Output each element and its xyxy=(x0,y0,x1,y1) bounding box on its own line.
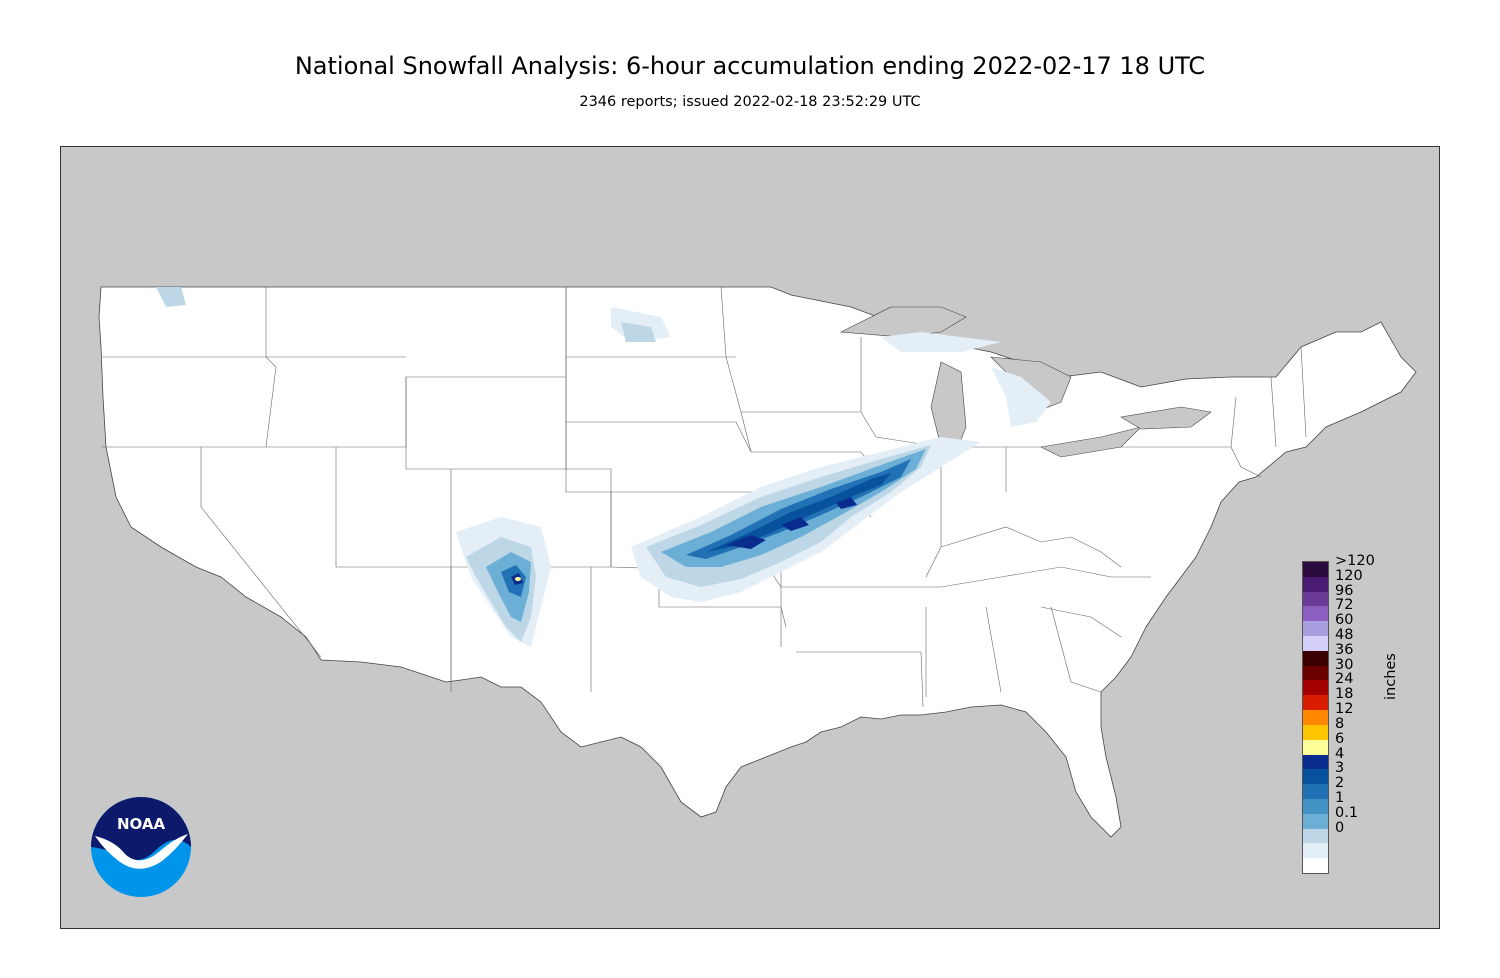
legend-label: 72 xyxy=(1335,597,1354,614)
legend-swatch xyxy=(1303,828,1328,844)
legend-swatch xyxy=(1303,591,1328,607)
legend-swatch xyxy=(1303,695,1328,711)
noaa-logo-svg: NOAA xyxy=(91,797,191,897)
legend-swatch xyxy=(1303,680,1328,696)
legend-label: 2 xyxy=(1335,775,1345,792)
legend-swatch xyxy=(1303,636,1328,652)
legend-label: 60 xyxy=(1335,612,1354,629)
legend-label: 0 xyxy=(1335,819,1345,836)
noaa-logo: NOAA xyxy=(90,796,192,898)
legend-swatch xyxy=(1303,858,1328,874)
legend-swatch xyxy=(1303,784,1328,800)
legend-label: 18 xyxy=(1335,686,1354,703)
legend-label: 3 xyxy=(1335,760,1345,777)
legend-swatch xyxy=(1303,710,1328,726)
legend-label: 6 xyxy=(1335,730,1345,747)
legend-swatch xyxy=(1303,621,1328,637)
legend-swatch xyxy=(1303,769,1328,785)
legend-label: 24 xyxy=(1335,671,1354,688)
legend-swatch xyxy=(1303,665,1328,681)
legend-label: 1 xyxy=(1335,789,1345,806)
legend-swatch xyxy=(1303,739,1328,755)
legend-label: 96 xyxy=(1335,582,1354,599)
legend-label: 30 xyxy=(1335,656,1354,673)
map-subtitle: 2346 reports; issued 2022-02-18 23:52:29… xyxy=(579,94,921,110)
legend-unit-label: inches xyxy=(1383,653,1399,700)
map-title: National Snowfall Analysis: 6-hour accum… xyxy=(294,52,1206,80)
great-lakes xyxy=(839,306,1212,458)
legend-swatch xyxy=(1303,724,1328,741)
noaa-logo-text: NOAA xyxy=(117,815,166,833)
legend-label: 4 xyxy=(1335,745,1345,762)
legend-label: >120 xyxy=(1335,553,1375,569)
legend-label: 120 xyxy=(1335,567,1363,584)
legend-label: 12 xyxy=(1335,701,1354,718)
color-legend xyxy=(1302,561,1329,874)
snowfall-map xyxy=(60,146,1440,929)
legend-label: 36 xyxy=(1335,641,1354,658)
legend-label: 48 xyxy=(1335,627,1354,644)
legend-swatch xyxy=(1303,650,1328,667)
legend-swatch xyxy=(1303,562,1328,578)
state-boundaries xyxy=(101,286,1307,708)
snowfall-peak xyxy=(515,577,521,581)
legend-swatch xyxy=(1303,843,1328,859)
legend-swatch xyxy=(1303,798,1328,815)
legend-swatch xyxy=(1303,813,1328,830)
map-svg xyxy=(61,147,1439,928)
legend-label: 8 xyxy=(1335,715,1345,732)
legend-swatch xyxy=(1303,606,1328,622)
legend-swatch xyxy=(1303,576,1328,593)
legend-label: 0.1 xyxy=(1335,804,1359,821)
legend-swatch xyxy=(1303,754,1328,770)
snowfall-very-heavy-layer xyxy=(706,473,891,552)
